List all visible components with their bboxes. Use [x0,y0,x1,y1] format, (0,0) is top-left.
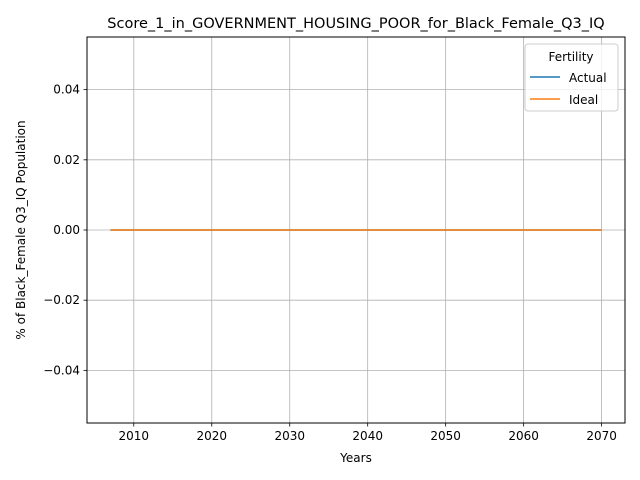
y-tick-label: 0.02 [53,153,80,167]
y-tick-label: −0.02 [43,293,80,307]
x-axis-title: Years [339,451,372,465]
legend-box [524,43,619,112]
y-tick-label: 0.00 [53,223,80,237]
x-tick-label: 2060 [508,429,539,443]
y-axis: −0.04 −0.02 0.00 0.02 0.04 [43,83,87,377]
x-tick-label: 2030 [274,429,305,443]
legend-label-actual: Actual [569,71,607,85]
y-tick-label: 0.04 [53,83,80,97]
x-tick-label: 2020 [196,429,227,443]
x-tick-label: 2070 [586,429,617,443]
legend-title: Fertility [548,50,593,64]
legend-label-ideal: Ideal [569,93,598,107]
x-axis: 2010 2020 2030 2040 2050 2060 2070 [119,423,617,443]
x-tick-label: 2050 [430,429,461,443]
y-tick-label: −0.04 [43,363,80,377]
x-tick-label: 2010 [119,429,150,443]
x-tick-label: 2040 [352,429,383,443]
chart-title: Score_1_in_GOVERNMENT_HOUSING_POOR_for_B… [107,16,604,32]
y-axis-title: % of Black_Female Q3_IQ Population [14,120,28,339]
legend: Fertility Actual Ideal [524,43,619,112]
